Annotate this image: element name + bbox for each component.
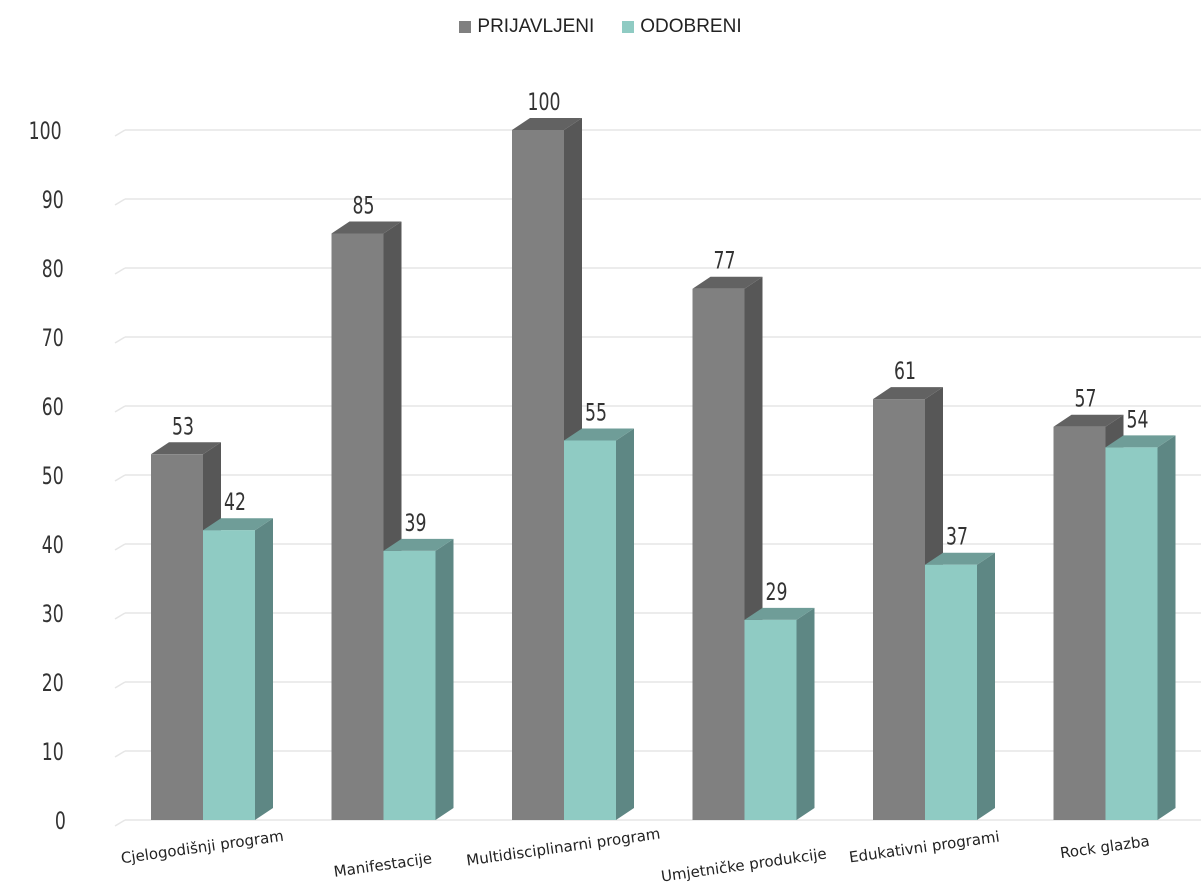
bar-side-face [255, 518, 273, 820]
bar-front-face [203, 530, 255, 820]
y-tick-label: 80 [42, 255, 64, 283]
bar-front-face [512, 130, 564, 820]
legend-label-odobreni: ODOBRENI [640, 16, 742, 37]
bar-front-face [331, 233, 384, 820]
bar-top-face [1105, 435, 1176, 448]
gridline-depth [114, 267, 126, 275]
gridline-depth [114, 198, 126, 206]
bar-top-face [873, 387, 943, 400]
chart-legend: PRIJAVLJENI ODOBRENI [0, 16, 1201, 38]
data-label: 100 [528, 88, 561, 116]
data-label: 61 [894, 357, 916, 385]
bar-front-face [1053, 426, 1106, 820]
y-tick-label: 90 [42, 186, 64, 214]
bar-front-face [564, 440, 616, 820]
legend-swatch-prijavljeni [459, 21, 472, 33]
bar-side-face [435, 538, 454, 820]
bar-front-face [383, 550, 436, 820]
bar-front-face [1105, 447, 1158, 820]
bar-top-face [1053, 414, 1124, 427]
gridline-depth [114, 750, 126, 758]
bar-prijavljeni [692, 276, 763, 820]
y-tick-label: 50 [42, 462, 64, 490]
gridlines [114, 129, 1201, 827]
data-label: 55 [585, 399, 607, 427]
data-label: 37 [946, 523, 968, 551]
gridline-depth [114, 405, 126, 413]
gridline-depth [114, 612, 126, 620]
bar-top-face [151, 442, 221, 455]
bar-top-face [331, 221, 402, 234]
bar-side-face [977, 552, 995, 820]
bar-top-face [925, 552, 995, 565]
bar-side-face [796, 607, 815, 820]
data-labels: 53 42 85 39 100 55 77 29 61 37 57 54 [172, 88, 1148, 605]
y-tick-label: 60 [42, 393, 64, 421]
data-label: 53 [172, 412, 194, 440]
y-tick-label: 30 [42, 600, 64, 628]
data-label: 54 [1127, 406, 1149, 434]
gridline-depth [114, 819, 126, 827]
bar-side-face [1157, 435, 1176, 820]
bar-odobreni [1105, 435, 1176, 820]
legend-swatch-odobreni [622, 21, 635, 33]
bar-front-face [873, 399, 925, 820]
data-label: 39 [405, 509, 427, 537]
y-tick-label: 10 [42, 738, 64, 766]
data-label: 77 [714, 247, 736, 275]
legend-label-prijavljeni: PRIJAVLJENI [477, 16, 595, 37]
bar-front-face [925, 564, 977, 820]
x-category-label: Manifestacije [333, 849, 434, 881]
bar-top-face [383, 538, 454, 551]
x-category-label: Edukativni programi [848, 828, 1001, 867]
x-axis: Cjelogodišnji program Manifestacije Multid… [120, 825, 1151, 886]
gridline-depth [114, 336, 126, 344]
bar-top-face [203, 518, 273, 531]
legend-item-prijavljeni: PRIJAVLJENI [459, 16, 594, 38]
bar-front-face [151, 454, 203, 820]
bar-odobreni [925, 552, 995, 820]
bar-top-face [692, 276, 763, 289]
y-tick-label: 0 [55, 807, 66, 835]
y-tick-label: 100 [29, 117, 62, 145]
gridline-depth [114, 543, 126, 551]
x-category-label: Cjelogodišnji program [120, 827, 285, 868]
data-label: 42 [224, 488, 246, 516]
bar-side-face [616, 428, 634, 820]
gridline-depth [114, 129, 126, 137]
gridline-depth [114, 681, 126, 689]
data-label: 29 [766, 578, 788, 606]
data-label: 85 [353, 192, 375, 220]
data-label: 57 [1075, 385, 1097, 413]
bar-odobreni [383, 538, 454, 820]
bar-top-face [744, 607, 815, 620]
y-axis: 0 10 20 30 40 50 60 70 80 90 100 [29, 117, 66, 835]
bar-odobreni [744, 607, 815, 820]
bar-odobreni [564, 428, 634, 820]
x-category-label: Umjetničke produkcije [660, 845, 828, 886]
y-tick-label: 40 [42, 531, 64, 559]
bars [151, 118, 1176, 820]
x-category-label: Rock glazba [1059, 832, 1151, 862]
legend-item-odobreni: ODOBRENI [622, 16, 742, 38]
bar-odobreni [203, 518, 273, 820]
y-tick-label: 20 [42, 669, 64, 697]
bar-front-face [744, 619, 797, 820]
gridline-depth [114, 474, 126, 482]
bar-top-face [512, 118, 582, 130]
bar-top-face [564, 428, 634, 441]
y-tick-label: 70 [42, 324, 64, 352]
bar-front-face [692, 288, 745, 820]
x-category-label: Multidisciplinarni program [465, 825, 661, 870]
